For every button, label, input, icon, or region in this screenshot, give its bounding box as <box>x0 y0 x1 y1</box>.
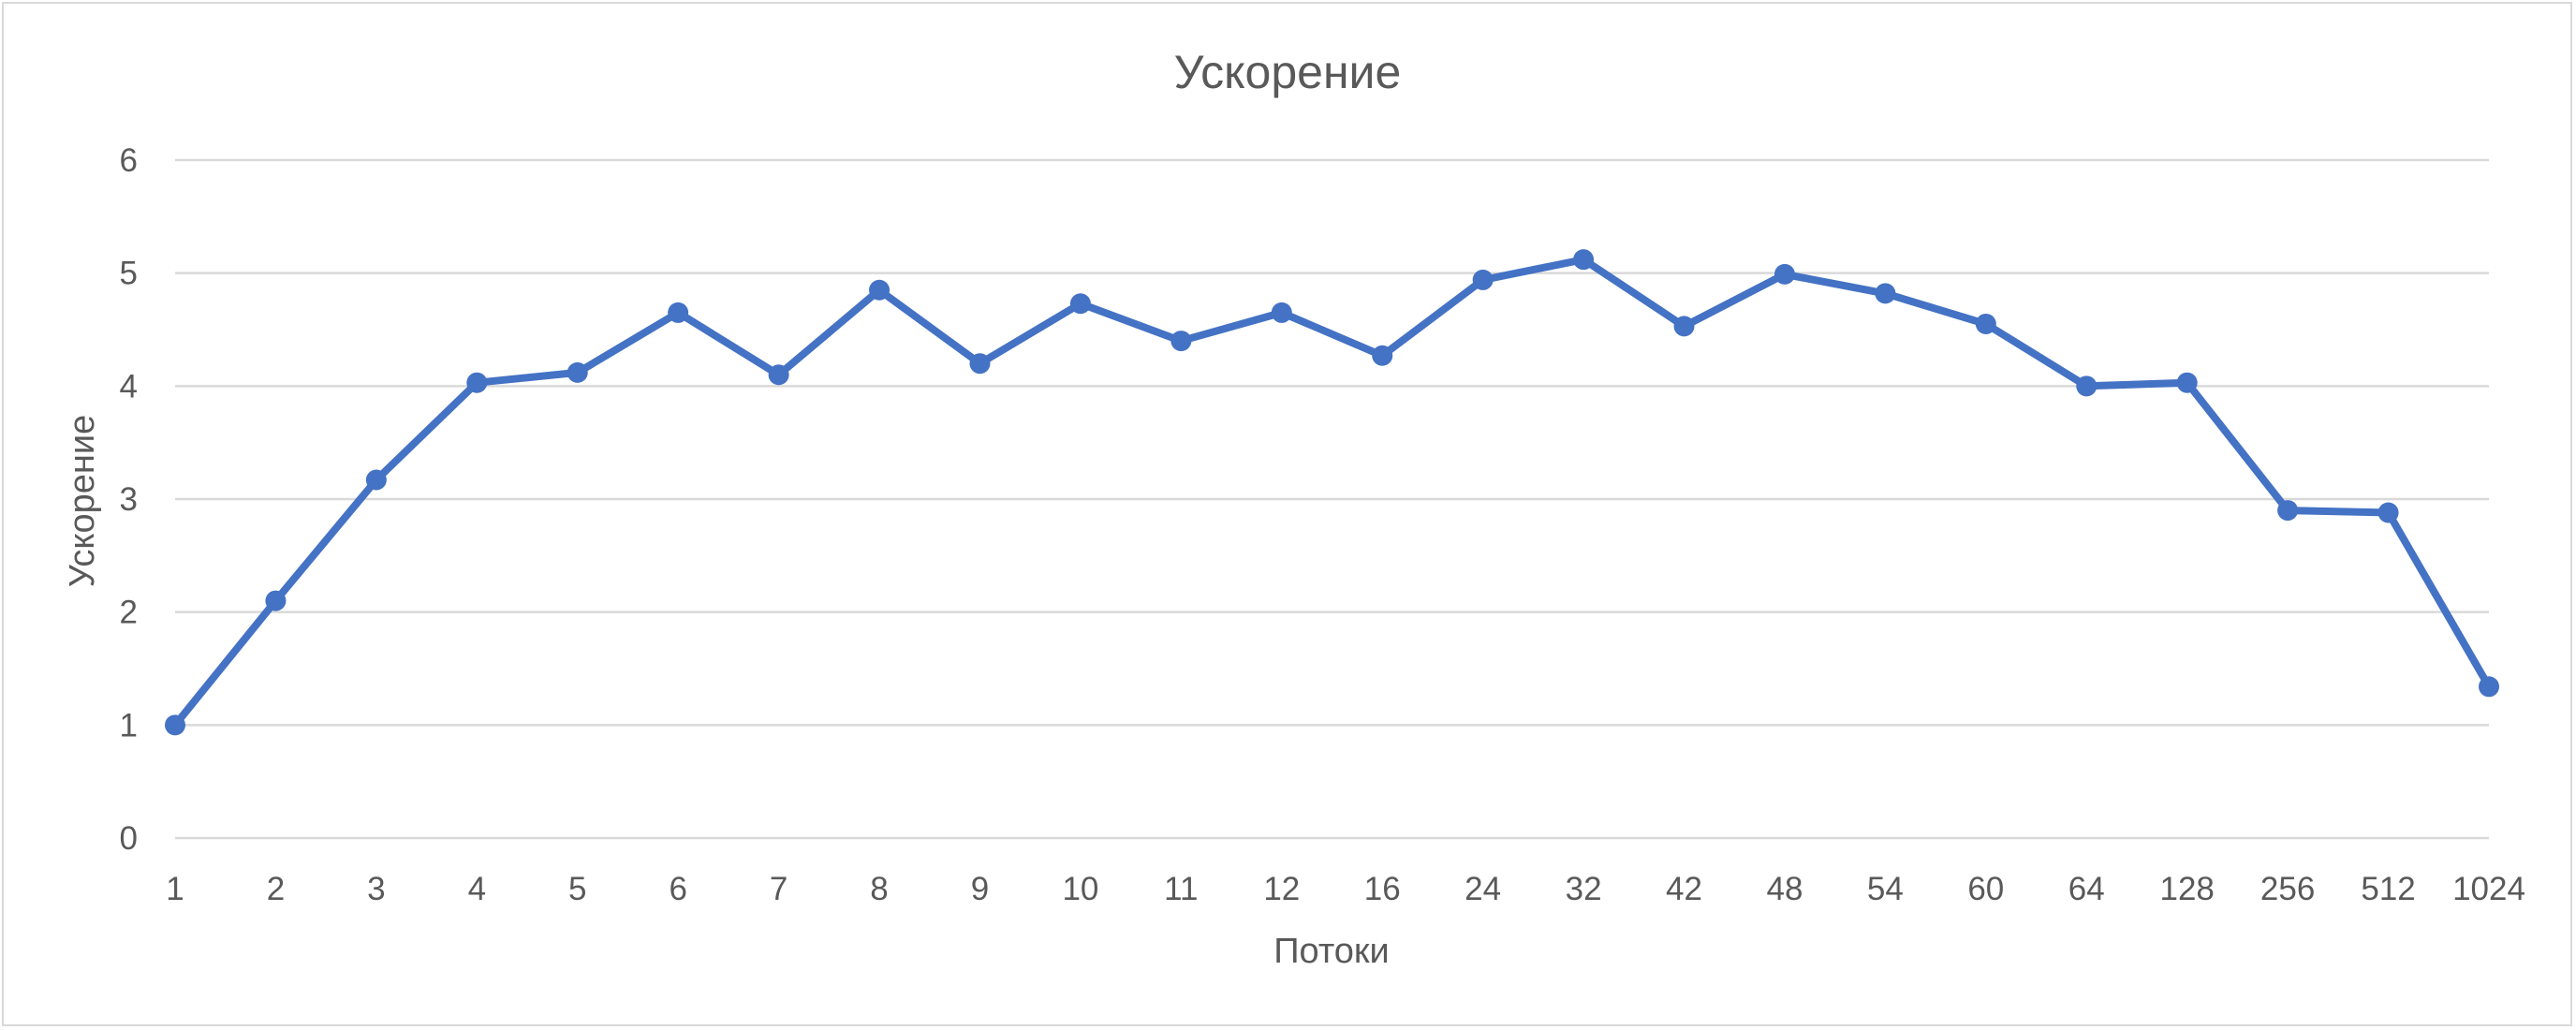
x-tick-label: 5 <box>568 871 586 907</box>
data-point <box>365 469 387 491</box>
y-tick-label: 0 <box>120 820 138 857</box>
y-tick-label: 1 <box>120 707 138 743</box>
x-tick-label: 16 <box>1364 871 1401 907</box>
x-tick-label: 8 <box>870 871 888 907</box>
data-point <box>2377 502 2399 523</box>
data-point <box>768 364 789 386</box>
x-tick-label: 12 <box>1263 871 1300 907</box>
x-tick-label: 4 <box>468 871 486 907</box>
data-point <box>1875 283 1896 304</box>
series-layer <box>165 249 2499 736</box>
data-point <box>1975 313 1996 334</box>
x-axis-title: Потоки <box>1273 932 1390 971</box>
x-tick-label: 6 <box>669 871 686 907</box>
x-tick-label: 9 <box>971 871 989 907</box>
x-tick-label: 1024 <box>2452 871 2525 907</box>
x-tick-label: 42 <box>1666 871 1702 907</box>
data-point <box>567 361 588 383</box>
data-point <box>1573 249 1595 271</box>
data-point <box>1170 331 1192 352</box>
x-tick-label: 48 <box>1766 871 1803 907</box>
x-tick-label: 1 <box>166 871 184 907</box>
x-tick-label: 32 <box>1566 871 1602 907</box>
x-tick-label: 54 <box>1867 871 1904 907</box>
data-point <box>1069 293 1091 315</box>
data-point <box>1774 263 1795 285</box>
x-tick-label: 256 <box>2260 871 2315 907</box>
data-point <box>1673 316 1695 337</box>
y-tick-label: 2 <box>120 595 138 631</box>
data-point <box>2076 375 2098 397</box>
x-tick-label: 24 <box>1465 871 1501 907</box>
data-point <box>265 590 287 611</box>
x-tick-label: 11 <box>1164 871 1198 907</box>
y-tick-label: 5 <box>120 256 138 292</box>
x-tick-label: 7 <box>770 871 788 907</box>
data-point <box>1271 302 1292 323</box>
x-tick-label: 512 <box>2361 871 2415 907</box>
data-point <box>165 714 185 736</box>
data-point <box>2176 372 2198 393</box>
data-point <box>2479 676 2499 698</box>
chart-title: Ускорение <box>1174 46 1402 98</box>
gridlines <box>175 158 2489 840</box>
data-point <box>869 279 891 301</box>
y-tick-label: 3 <box>120 481 138 518</box>
data-point <box>969 353 991 375</box>
data-point <box>668 302 689 323</box>
x-tick-label: 64 <box>2068 871 2105 907</box>
data-point <box>466 372 488 393</box>
data-point <box>2277 500 2299 522</box>
data-point <box>1472 269 1494 290</box>
series-line <box>171 256 2493 729</box>
x-tick-label: 3 <box>367 871 385 907</box>
x-tick-label: 128 <box>2159 871 2214 907</box>
y-axis-ticks: 0 1 2 3 4 5 6 <box>120 142 138 857</box>
y-axis-title: Ускорение <box>63 415 102 587</box>
y-tick-label: 4 <box>120 368 138 405</box>
y-tick-label: 6 <box>120 142 138 179</box>
x-axis-ticks: 1 2 3 4 5 6 7 8 9 10 11 12 16 24 32 42 48 54 60 64 128 256 512… <box>166 871 2525 907</box>
x-tick-label: 60 <box>1967 871 2004 907</box>
x-tick-label: 2 <box>267 871 285 907</box>
data-point <box>1372 345 1393 366</box>
x-tick-label: 10 <box>1062 871 1098 907</box>
